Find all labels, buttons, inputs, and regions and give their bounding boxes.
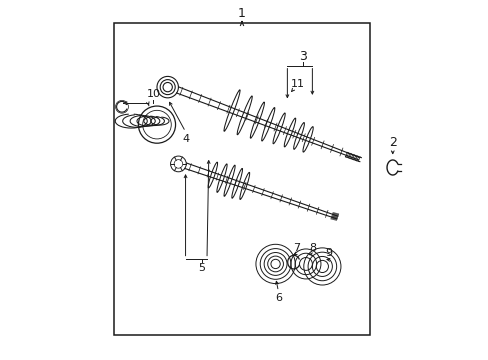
- Text: 10: 10: [146, 89, 160, 99]
- Bar: [114, 23, 369, 336]
- Text: 7: 7: [292, 243, 299, 253]
- Text: 4: 4: [182, 134, 189, 144]
- Text: 3: 3: [299, 50, 307, 63]
- Text: 11: 11: [290, 78, 304, 89]
- Text: 8: 8: [308, 243, 315, 253]
- Text: 1: 1: [238, 8, 245, 21]
- Text: 5: 5: [198, 262, 204, 273]
- Text: 9: 9: [324, 248, 331, 258]
- Text: 6: 6: [274, 293, 282, 303]
- Text: 2: 2: [388, 136, 396, 149]
